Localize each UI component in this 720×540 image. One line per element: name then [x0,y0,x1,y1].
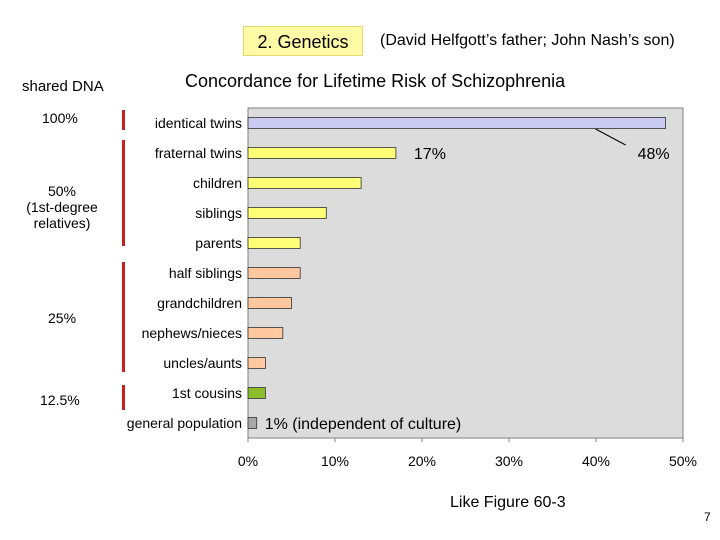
identical-value-label: 48% [638,146,670,163]
x-tick-label: 20% [408,453,436,469]
category-label: 1st cousins [172,385,242,401]
category-label: parents [195,235,242,251]
x-tick-label: 10% [321,453,349,469]
category-label: children [193,175,242,191]
dna-50-pct: 50% [47,183,77,199]
subject-note: (David Helfgott’s father; John Nash’s so… [380,32,675,49]
category-label: siblings [195,205,242,221]
bar-siblings [247,207,327,219]
dna-50-line3: relatives) [33,215,91,231]
dna-50-line2: (1st-degree [26,199,98,215]
section-title: 2. Genetics [243,26,363,56]
identical-leader-line [595,128,626,146]
plot-area [247,107,684,439]
figure-reference: Like Figure 60-3 [450,494,566,511]
x-tick-label: 30% [495,453,523,469]
x-tick-label: 0% [238,453,258,469]
x-tick-label: 50% [669,453,697,469]
shared-dna-heading: shared DNA [22,78,104,95]
bar-identical-twins [247,117,667,129]
bar-half-siblings [247,267,301,279]
category-label: identical twins [155,115,242,131]
category-label: half siblings [169,265,242,281]
fraternal-value-label: 17% [414,146,446,163]
bar-fraternal-twins [247,147,397,159]
general-value-label: 1% (independent of culture) [265,416,462,433]
dna-12-label: 12.5% [40,392,80,408]
category-label: nephews/nieces [142,325,242,341]
dna-12-bracket [122,385,125,410]
bar-nephews-nieces [247,327,284,339]
bar-1st-cousins [247,387,266,399]
dna-25-bracket [122,262,125,372]
category-label: grandchildren [157,295,242,311]
bar-uncles-aunts [247,357,266,369]
page-number: 7 [704,510,711,524]
x-tick-label: 40% [582,453,610,469]
bar-parents [247,237,301,249]
bar-general-population [247,417,258,429]
bar-children [247,177,362,189]
chart-title: Concordance for Lifetime Risk of Schizop… [185,71,566,91]
dna-50-bracket [122,140,125,246]
dna-100-label: 100% [42,110,78,126]
dna-50-label: 50% (1st-degree relatives) [20,183,104,231]
category-label: general population [127,415,242,431]
dna-25-label: 25% [48,310,77,326]
dna-100-bracket [122,110,125,130]
category-label: uncles/aunts [163,355,242,371]
category-label: fraternal twins [155,145,242,161]
bar-grandchildren [247,297,292,309]
